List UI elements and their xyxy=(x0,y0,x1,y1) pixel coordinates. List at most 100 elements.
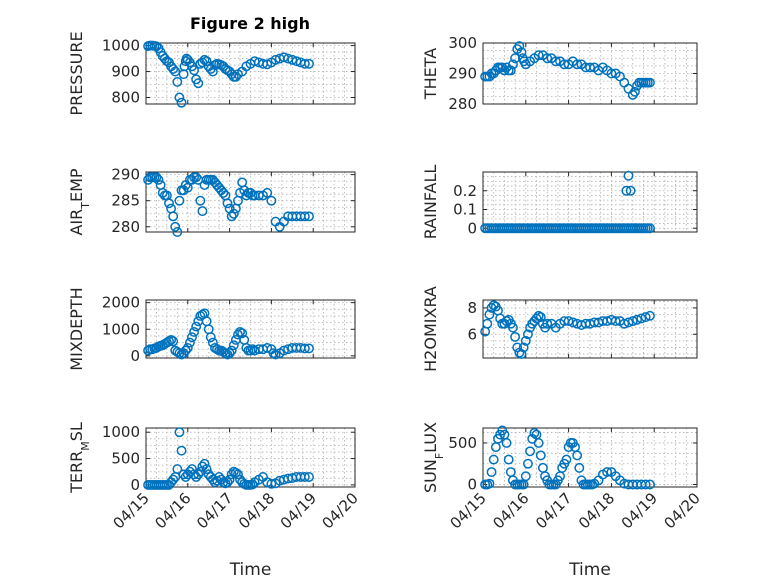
data-point xyxy=(201,56,212,67)
y-tick-label: 285 xyxy=(111,192,140,210)
y-tick-label: 0 xyxy=(130,476,140,494)
axes-frame xyxy=(145,42,356,105)
data-point xyxy=(174,195,185,206)
data-point xyxy=(484,309,495,320)
y-tick-label: 290 xyxy=(448,65,477,83)
data-point xyxy=(484,478,495,489)
data-point xyxy=(201,464,212,475)
data-point xyxy=(176,97,187,108)
data-point xyxy=(533,50,544,61)
x-tick-label: 04/16 xyxy=(151,489,194,532)
x-tick-label: 04/19 xyxy=(618,489,661,532)
data-point xyxy=(563,316,574,327)
data-point xyxy=(508,59,518,70)
panel-3: 00.10.2 RAINFALL xyxy=(421,165,698,239)
data-point xyxy=(486,302,497,313)
data-point xyxy=(529,428,540,438)
data-point xyxy=(304,472,314,482)
data-point xyxy=(151,172,162,183)
data-point xyxy=(644,479,655,490)
panel-7-xlabel: Time xyxy=(568,560,611,580)
data-point xyxy=(503,454,514,465)
data-point xyxy=(572,59,583,70)
panel-6-xlabel: Time xyxy=(229,560,272,580)
data-point xyxy=(212,344,223,355)
data-point xyxy=(644,310,655,321)
data-point xyxy=(222,198,233,209)
data-point xyxy=(619,318,630,329)
y-tick-label: 0 xyxy=(130,347,140,365)
data-point xyxy=(550,56,561,67)
data-point xyxy=(226,211,237,222)
data-point xyxy=(621,185,632,196)
data-point xyxy=(299,211,310,222)
data-point xyxy=(266,478,277,489)
data-point xyxy=(490,442,501,453)
data-point xyxy=(505,467,516,477)
data-point xyxy=(514,41,525,51)
y-tick-label: 900 xyxy=(111,63,140,81)
panel-7-ylabel: SUNFLUX xyxy=(421,422,446,493)
data-point xyxy=(218,187,229,198)
data-point xyxy=(230,203,241,214)
panel-0: 800 900 1000 PRESSURE xyxy=(67,31,356,116)
data-point xyxy=(180,345,191,356)
figure-title: Figure 2 high xyxy=(190,14,310,33)
panel-4-ylabel: MIXDEPTH xyxy=(67,287,86,370)
data-point xyxy=(640,312,651,323)
data-point xyxy=(176,445,187,456)
y-tick-label: 1000 xyxy=(102,320,140,338)
data-point xyxy=(237,177,248,188)
y-tick-label: 8 xyxy=(467,299,477,317)
panel-2-ylabel: AIRTEMP xyxy=(67,168,92,235)
data-point xyxy=(531,313,542,324)
data-point xyxy=(199,458,210,469)
data-point xyxy=(610,316,621,327)
data-point xyxy=(191,172,202,183)
data-point xyxy=(222,477,233,488)
data-point xyxy=(510,331,521,342)
data-point xyxy=(640,479,651,490)
y-tick-label: 6 xyxy=(467,325,477,343)
data-point xyxy=(537,462,548,473)
panel-7: 0 500 04/15 04/16 04/17 04/18 04/19 04/20 SUNFLU… xyxy=(421,422,704,580)
y-tick-label: 0 xyxy=(467,219,477,237)
data-point xyxy=(170,221,181,232)
data-point xyxy=(168,211,179,222)
data-point xyxy=(174,427,185,438)
data-point xyxy=(189,326,200,337)
data-point xyxy=(585,62,595,73)
x-tick-label: 04/16 xyxy=(489,489,532,532)
panel-6-ylabel: TERRMSL xyxy=(67,422,92,494)
data-point xyxy=(304,343,314,354)
panel-4: 0 1000 2000 MIXDEPTH xyxy=(67,287,356,371)
data-point xyxy=(235,326,246,337)
data-point xyxy=(304,211,314,222)
data-point xyxy=(153,174,164,185)
data-point xyxy=(226,345,237,356)
data-point xyxy=(166,203,177,214)
x-tick-label: 04/17 xyxy=(193,489,236,532)
y-tick-label: 280 xyxy=(111,218,140,236)
data-point xyxy=(525,446,536,457)
data-point xyxy=(644,223,655,234)
panel-1-ylabel: THETA xyxy=(421,48,440,100)
y-tick-label: 0 xyxy=(467,476,477,494)
data-point xyxy=(189,65,200,76)
panel-5-ylabel: H2OMIXRA xyxy=(421,286,440,372)
data-point xyxy=(205,332,216,343)
data-point xyxy=(535,450,546,461)
data-point xyxy=(542,53,553,64)
data-point xyxy=(228,208,239,219)
data-point xyxy=(164,198,174,209)
data-point xyxy=(266,195,277,206)
data-point xyxy=(623,317,634,328)
data-point xyxy=(567,317,578,328)
y-tick-label: 300 xyxy=(448,34,477,52)
data-point xyxy=(522,458,533,469)
data-point xyxy=(644,77,655,88)
data-point xyxy=(262,342,273,353)
x-tick-label: 04/20 xyxy=(661,489,704,532)
data-point xyxy=(262,187,273,198)
data-point xyxy=(184,337,195,348)
